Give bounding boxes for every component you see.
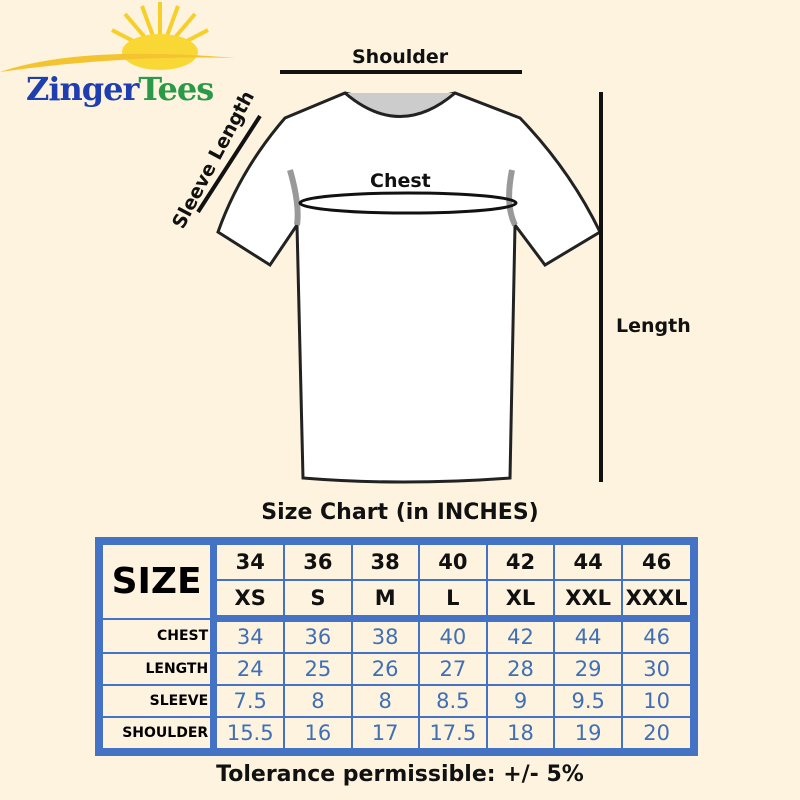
measurement-cell: 46 <box>621 617 695 654</box>
size-letter: S <box>283 579 353 622</box>
measurement-cell: 10 <box>621 684 695 718</box>
size-chart-title: Size Chart (in INCHES) <box>261 500 539 525</box>
measurement-cell: 34 <box>212 617 286 654</box>
measurement-cell: 24 <box>212 652 286 686</box>
size-letter: M <box>350 579 420 622</box>
logo: ZingerTees <box>0 0 260 115</box>
measurement-cell: 8.5 <box>417 684 488 718</box>
logo-text-tees: Tees <box>138 70 214 108</box>
table-row: CHEST 34 36 38 40 42 44 46 <box>98 617 695 654</box>
measurement-cell: 36 <box>283 617 353 654</box>
sun-logo-icon <box>0 2 235 72</box>
size-numeric: 44 <box>553 540 624 581</box>
measurement-cell: 27 <box>417 652 488 686</box>
measurement-cell: 29 <box>553 652 624 686</box>
size-numeric: 34 <box>212 540 286 581</box>
measurement-cell: 42 <box>485 617 556 654</box>
size-letter: XXL <box>553 579 624 622</box>
measurement-cell: 38 <box>350 617 420 654</box>
size-numeric: 46 <box>621 540 695 581</box>
chest-measure-ellipse <box>298 191 518 215</box>
measurement-cell: 30 <box>621 652 695 686</box>
measurement-cell: 9 <box>485 684 556 718</box>
tshirt-outline <box>216 91 602 484</box>
row-label: SLEEVE <box>98 684 218 718</box>
measurement-cell: 28 <box>485 652 556 686</box>
shoulder-label: Shoulder <box>352 46 449 68</box>
table-row: LENGTH 24 25 26 27 28 29 30 <box>98 652 695 686</box>
measurement-cell: 26 <box>350 652 420 686</box>
size-letter: L <box>417 579 488 622</box>
size-numeric: 36 <box>283 540 353 581</box>
measurement-cell: 40 <box>417 617 488 654</box>
logo-text-zinger: Zinger <box>26 70 139 108</box>
size-numeric: 40 <box>417 540 488 581</box>
row-label: SHOULDER <box>98 716 218 753</box>
measurement-cell: 8 <box>283 684 353 718</box>
size-letter: XS <box>212 579 286 622</box>
measurement-cell: 44 <box>553 617 624 654</box>
measurement-cell: 20 <box>621 716 695 753</box>
tshirt-diagram <box>196 70 603 484</box>
length-label: Length <box>616 315 691 337</box>
measurement-cell: 17 <box>350 716 420 753</box>
size-header: SIZE <box>98 540 218 620</box>
size-chart-table: SIZE 34 36 38 40 42 44 46 XS S M L XL XX… <box>95 537 698 756</box>
measurement-cell: 19 <box>553 716 624 753</box>
measurement-cell: 18 <box>485 716 556 753</box>
chest-label: Chest <box>370 170 431 192</box>
measurement-cell: 25 <box>283 652 353 686</box>
size-letter: XL <box>485 579 556 622</box>
row-label: LENGTH <box>98 652 218 686</box>
measurement-cell: 16 <box>283 716 353 753</box>
size-numeric: 38 <box>350 540 420 581</box>
table-row: SLEEVE 7.5 8 8 8.5 9 9.5 10 <box>98 684 695 718</box>
measurement-cell: 8 <box>350 684 420 718</box>
size-letter: XXXL <box>621 579 695 622</box>
measurement-cell: 9.5 <box>553 684 624 718</box>
table-row: SHOULDER 15.5 16 17 17.5 18 19 20 <box>98 716 695 753</box>
sleeve-measure-line <box>196 114 262 214</box>
tolerance-note: Tolerance permissible: +/- 5% <box>216 762 584 787</box>
measurement-cell: 17.5 <box>417 716 488 753</box>
measurement-cell: 7.5 <box>212 684 286 718</box>
measurement-cell: 15.5 <box>212 716 286 753</box>
size-numeric: 42 <box>485 540 556 581</box>
row-label: CHEST <box>98 617 218 654</box>
